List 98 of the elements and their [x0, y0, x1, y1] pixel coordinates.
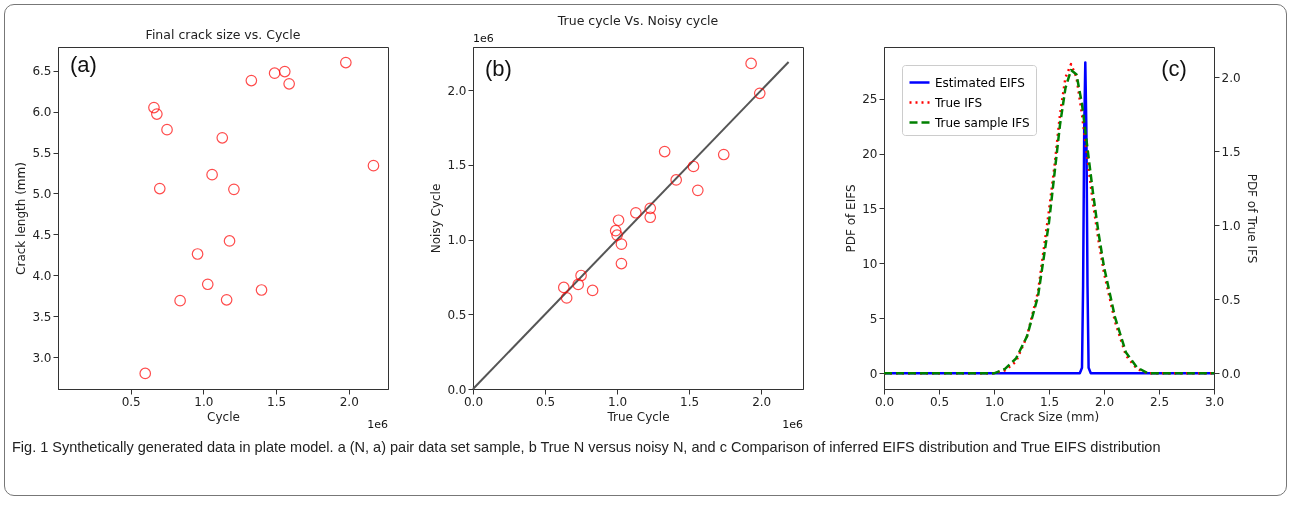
y-tick-label: 5	[869, 311, 878, 326]
x-tick-label: 0.5	[121, 394, 141, 409]
x-tick-label: 3.0	[1204, 394, 1225, 409]
point	[220, 293, 233, 306]
point	[586, 284, 599, 297]
y-tick-label: 1.5	[447, 158, 467, 173]
point	[609, 224, 622, 237]
point	[670, 174, 683, 186]
caption: Fig. 1 Synthetically generated data in plate model. a (N, a) pair data set sample, b True N versus noisy N, and c Comparison of inferred EIFS distribution and True EIFS distribution	[12, 438, 1162, 457]
x-tick-label: 0.5	[929, 394, 950, 409]
x-tick-label: 1.0	[608, 394, 628, 409]
point	[644, 211, 657, 224]
y-tick-label: 25	[862, 92, 878, 107]
x-axis-title: Cycle	[207, 409, 240, 424]
y-tick-label: 1.0	[447, 233, 467, 248]
x-tick-label: 2.0	[339, 394, 359, 409]
chart-title: Final crack size vs. Cycle	[145, 26, 301, 42]
point	[161, 123, 173, 136]
point	[691, 184, 704, 197]
y-tick-label: 6.0	[32, 105, 52, 120]
y-tick-label: 5.5	[32, 146, 52, 161]
point	[201, 278, 214, 291]
text: 1e6	[782, 418, 803, 431]
chart-title: True cycle Vs. Noisy cycle	[556, 12, 719, 28]
point	[612, 214, 625, 227]
y2-axis-title: PDF of True IFS	[1244, 173, 1259, 264]
point	[151, 108, 163, 120]
point	[268, 67, 281, 80]
y2-tick-label: 2.0	[1221, 70, 1241, 85]
point	[560, 292, 573, 304]
point	[717, 148, 730, 161]
y-axis-title: Noisy Cycle	[429, 183, 444, 254]
y-tick-label: 15	[862, 202, 878, 216]
point	[153, 182, 166, 195]
y-axis-title: PDF of EIFS	[844, 184, 859, 253]
point	[687, 160, 700, 173]
point	[658, 145, 671, 158]
x-tick-label: 0.5	[536, 394, 556, 409]
point	[572, 278, 585, 291]
point	[340, 56, 352, 69]
y2-tick-label: 0.5	[1221, 292, 1241, 307]
point	[629, 206, 642, 219]
point	[557, 281, 570, 294]
y2-tick-label: 0.0	[1221, 366, 1241, 381]
y-tick-label: 2.0	[447, 83, 467, 98]
legend-label: True sample IFS	[934, 115, 1030, 130]
y2-tick-label: 1.5	[1221, 144, 1241, 159]
point	[228, 183, 240, 196]
y-tick-label: 5.0	[32, 186, 52, 201]
point	[216, 131, 229, 144]
x-tick-label: 2.0	[1094, 394, 1115, 409]
x-tick-label: 1.5	[1039, 394, 1060, 409]
x-tick-label: 0.0	[463, 394, 484, 409]
y-tick-label: 3.5	[32, 309, 52, 324]
x-tick-label: 2.5	[1149, 394, 1170, 409]
x-tick-label: 1.5	[680, 394, 700, 409]
annotation: (a)	[70, 52, 97, 77]
text: 1e6	[367, 418, 388, 431]
legend-label: Estimated EIFS	[935, 75, 1025, 90]
point	[615, 257, 628, 270]
point	[174, 294, 186, 307]
point	[245, 74, 258, 87]
y-tick-label: 6.5	[32, 64, 52, 79]
y-axis-title: Crack length (mm)	[14, 162, 29, 275]
x-tick-label: 1.0	[194, 394, 214, 409]
x-tick-label: 1.5	[267, 394, 287, 409]
y-tick-label: 4.5	[32, 227, 52, 242]
x-tick-label: 2.0	[752, 394, 772, 409]
point	[615, 238, 628, 250]
point	[139, 367, 152, 380]
y-tick-label: 10	[862, 256, 878, 271]
point	[745, 57, 757, 70]
text: 1e6	[473, 32, 494, 45]
y2-tick-label: 1.0	[1221, 218, 1241, 233]
x-axis-title: True Cycle	[606, 409, 670, 424]
point	[206, 168, 218, 181]
point	[223, 235, 236, 247]
y-tick-label: 0	[869, 366, 878, 381]
point	[255, 284, 268, 296]
annotation: (b)	[485, 56, 512, 81]
y-tick-label: 4.0	[32, 268, 52, 283]
point	[191, 248, 204, 260]
point	[575, 269, 587, 282]
point	[278, 65, 291, 78]
y-tick-label: 3.0	[32, 350, 52, 365]
y-tick-label: 20	[862, 147, 878, 162]
point	[283, 77, 295, 90]
point	[753, 87, 766, 100]
y-tick-label: 0.0	[447, 382, 467, 397]
point	[148, 101, 160, 114]
point	[644, 202, 657, 215]
y-tick-label: 0.5	[447, 307, 467, 322]
x-axis-title: Crack Size (mm)	[999, 409, 1100, 424]
point	[611, 229, 623, 242]
legend-label: True IFS	[934, 95, 983, 110]
annotation: (c)	[1161, 56, 1187, 81]
point	[367, 159, 380, 172]
x-tick-label: 1.0	[984, 394, 1005, 409]
